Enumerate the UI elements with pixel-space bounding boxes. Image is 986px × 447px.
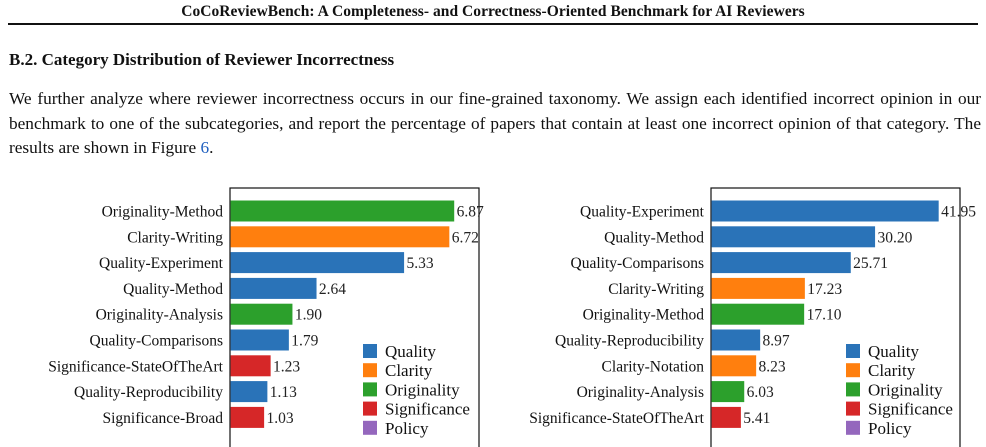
bar	[230, 277, 317, 299]
figure-reference-link[interactable]: 6	[200, 138, 210, 157]
value-label: 1.03	[267, 410, 294, 427]
value-label: 6.03	[747, 384, 774, 401]
header-rule	[8, 23, 978, 25]
value-label: 5.41	[743, 410, 770, 427]
category-label: Significance-Broad	[102, 410, 223, 427]
bar	[711, 252, 851, 274]
value-label: 5.33	[406, 255, 433, 272]
running-header: CoCoReviewBench: A Completeness- and Cor…	[181, 3, 805, 20]
bar	[711, 200, 939, 222]
value-label: 41.95	[941, 204, 976, 221]
value-label: 8.23	[759, 358, 786, 375]
legend-entry: Significance	[385, 400, 470, 419]
bar	[711, 277, 805, 299]
category-label: Quality-Method	[604, 229, 704, 246]
category-label: Originality-Analysis	[577, 384, 704, 401]
legend-entry: Quality	[868, 342, 919, 361]
bar	[711, 406, 741, 428]
value-label: 2.64	[319, 281, 346, 298]
legend-swatch	[846, 382, 860, 397]
legend-entry: Quality	[385, 342, 436, 361]
section-heading: B.2. Category Distribution of Reviewer I…	[9, 50, 395, 69]
bar	[711, 381, 745, 403]
value-label: 17.23	[807, 281, 842, 298]
category-label: Quality-Method	[123, 281, 223, 298]
legend-entry: Policy	[385, 419, 429, 438]
category-label: Originality-Analysis	[96, 307, 223, 324]
axes-frame	[710, 187, 961, 447]
value-label: 8.97	[763, 333, 790, 350]
paragraph-text: We further analyze where reviewer incorr…	[9, 89, 981, 157]
legend-swatch	[846, 420, 860, 435]
category-label: Originality-Method	[583, 307, 705, 324]
bar	[230, 381, 268, 403]
value-label: 1.90	[295, 307, 322, 324]
legend-entry: Clarity	[385, 361, 433, 380]
bar	[711, 226, 876, 248]
legend-swatch	[363, 363, 377, 378]
bar	[711, 329, 761, 351]
legend-entry: Significance	[868, 400, 953, 419]
category-label: Quality-Experiment	[580, 204, 705, 221]
bar	[230, 200, 455, 222]
value-label: 6.87	[457, 204, 484, 221]
axes-frame	[229, 187, 480, 447]
legend-swatch	[363, 382, 377, 397]
bar	[230, 252, 405, 274]
bar	[230, 406, 265, 428]
legend-swatch	[363, 401, 377, 416]
value-label: 6.72	[452, 229, 479, 246]
category-label: Originality-Method	[102, 204, 224, 221]
category-label: Significance-StateOfTheArt	[48, 358, 223, 375]
legend-entry: Clarity	[868, 361, 916, 380]
bar	[230, 226, 450, 248]
legend-entry: Originality	[385, 380, 460, 399]
category-label: Clarity-Writing	[127, 229, 223, 246]
legend-entry: Policy	[868, 419, 912, 438]
category-label: Quality-Comparisons	[571, 255, 704, 272]
legend-swatch	[363, 420, 377, 435]
value-label: 25.71	[853, 255, 888, 272]
category-label: Clarity-Writing	[608, 281, 704, 298]
legend-swatch	[363, 344, 377, 358]
value-label: 17.10	[807, 307, 842, 324]
legend-swatch	[846, 401, 860, 416]
bar	[230, 329, 289, 351]
legend-swatch	[846, 344, 860, 358]
category-label: Quality-Reproducibility	[74, 384, 223, 401]
bar	[230, 355, 271, 377]
value-label: 1.13	[270, 384, 297, 401]
category-label: Significance-StateOfTheArt	[529, 410, 704, 427]
value-label: 1.23	[273, 358, 300, 375]
bar	[711, 303, 805, 325]
value-label: 1.79	[291, 333, 318, 350]
body-paragraph: We further analyze where reviewer incorr…	[9, 87, 981, 161]
legend-swatch	[846, 363, 860, 378]
legend-entry: Originality	[868, 380, 943, 399]
category-label: Clarity-Notation	[602, 358, 705, 375]
bar	[711, 355, 757, 377]
category-label: Quality-Comparisons	[90, 333, 223, 350]
value-label: 30.20	[877, 229, 912, 246]
paragraph-end: .	[209, 138, 214, 157]
category-label: Quality-Reproducibility	[555, 333, 704, 350]
category-label: Quality-Experiment	[99, 255, 224, 272]
bar	[230, 303, 293, 325]
